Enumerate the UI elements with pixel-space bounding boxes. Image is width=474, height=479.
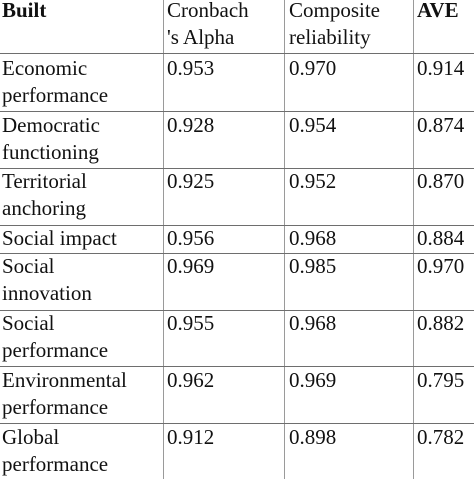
alpha-cell: 0.953	[167, 56, 215, 80]
composite-cell: 0.968	[289, 311, 337, 335]
construct-cell: Social innovation	[2, 254, 92, 305]
column-divider	[284, 0, 285, 479]
construct-cell: Territorial anchoring	[2, 169, 87, 220]
ave-cell: 0.914	[417, 56, 465, 80]
alpha-cell: 0.969	[167, 254, 215, 278]
row-divider	[0, 310, 474, 311]
alpha-cell: 0.912	[167, 425, 215, 449]
alpha-cell: 0.956	[167, 226, 215, 250]
construct-cell: Social impact	[2, 226, 117, 250]
construct-cell: Global performance	[2, 425, 109, 476]
construct-cell: Democratic functioning	[2, 113, 100, 164]
row-divider	[0, 111, 474, 112]
alpha-cell: 0.928	[167, 113, 215, 137]
composite-cell: 0.952	[289, 169, 337, 193]
ave-cell: 0.795	[417, 368, 465, 392]
header-composite-reliability: Composite reliability	[289, 0, 381, 49]
row-divider	[0, 366, 474, 367]
ave-cell: 0.870	[417, 169, 465, 193]
header-built: Built	[2, 0, 47, 22]
construct-cell: Social performance	[2, 311, 109, 362]
alpha-cell: 0.925	[167, 169, 215, 193]
header-cronbach-alpha: Cronbach 's Alpha	[167, 0, 249, 49]
column-divider	[163, 0, 164, 479]
header-ave: AVE	[417, 0, 459, 22]
composite-cell: 0.968	[289, 226, 337, 250]
ave-cell: 0.782	[417, 425, 465, 449]
ave-cell: 0.874	[417, 113, 465, 137]
composite-cell: 0.970	[289, 56, 337, 80]
column-divider	[413, 0, 414, 479]
row-divider	[0, 53, 474, 54]
row-divider	[0, 168, 474, 169]
row-divider	[0, 225, 474, 226]
ave-cell: 0.882	[417, 311, 465, 335]
alpha-cell: 0.962	[167, 368, 215, 392]
construct-cell: Environmental performance	[2, 368, 127, 419]
row-divider	[0, 423, 474, 424]
composite-cell: 0.985	[289, 254, 337, 278]
alpha-cell: 0.955	[167, 311, 215, 335]
composite-cell: 0.898	[289, 425, 337, 449]
construct-cell: Economic performance	[2, 56, 109, 107]
composite-cell: 0.969	[289, 368, 337, 392]
ave-cell: 0.970	[417, 254, 465, 278]
row-divider	[0, 253, 474, 254]
ave-cell: 0.884	[417, 226, 465, 250]
composite-cell: 0.954	[289, 113, 337, 137]
